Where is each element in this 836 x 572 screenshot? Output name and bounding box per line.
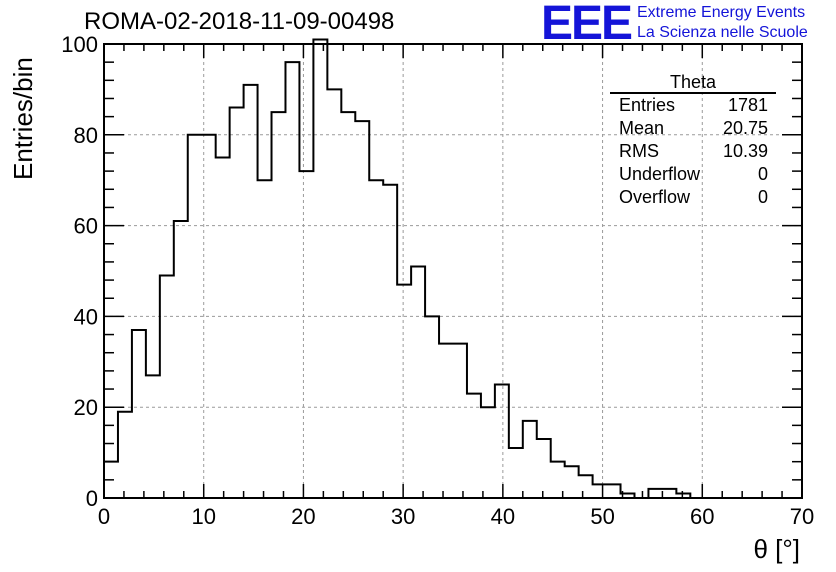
histogram-bin [188, 135, 202, 498]
stats-value: 10.39 [722, 141, 768, 161]
x-tick-label: 20 [291, 504, 315, 529]
stats-value: 0 [757, 187, 768, 207]
logo-caption-line1: Extreme Energy Events [637, 4, 806, 21]
y-tick-label: 60 [74, 214, 98, 239]
histogram-bin [272, 112, 286, 498]
histogram-bin [537, 439, 551, 498]
histogram-bin [565, 466, 579, 498]
histogram-bin [285, 62, 299, 498]
histogram-bin [397, 285, 411, 498]
histogram-bin [132, 330, 146, 498]
logo-caption-line2: La Scienza nelle Scuole [637, 24, 808, 41]
histogram-bin [509, 448, 523, 498]
y-tick-label: 0 [86, 486, 98, 511]
histogram-bin [327, 89, 341, 498]
histogram-bin [467, 394, 481, 498]
stats-row-underflow: Underflow 0 [610, 163, 776, 186]
y-tick-label: 40 [74, 304, 98, 329]
histogram-bin [481, 407, 495, 498]
x-tick-label: 50 [590, 504, 614, 529]
y-tick-label: 100 [61, 32, 98, 57]
histogram-bin [355, 121, 369, 498]
y-tick-label: 20 [74, 395, 98, 420]
histogram-bin [411, 266, 425, 498]
histogram-bin [551, 462, 565, 498]
stats-value: 20.75 [722, 118, 768, 138]
histogram-bin [299, 171, 313, 498]
x-axis-label: θ [°] [753, 534, 800, 564]
histogram-bin [216, 158, 230, 499]
plot-frame [103, 43, 803, 499]
tick-labels: 0 10 20 30 40 50 60 70 0 20 40 60 80 100 [61, 32, 814, 529]
stats-row-overflow: Overflow 0 [610, 186, 776, 209]
histogram-bin [104, 462, 118, 498]
axes [103, 43, 803, 499]
x-tick-label: 70 [790, 504, 814, 529]
x-tick-label: 40 [491, 504, 515, 529]
histogram-bin [313, 39, 327, 498]
x-tick-label: 0 [98, 504, 110, 529]
histogram-bin [579, 475, 593, 498]
stats-label: Underflow [619, 164, 701, 184]
stats-value: 0 [757, 164, 768, 184]
stats-row-rms: RMS 10.39 [610, 140, 776, 163]
histogram-bin [202, 135, 216, 498]
stats-value: 1781 [727, 95, 768, 115]
stats-title: Theta [610, 72, 776, 94]
histogram-bin [607, 484, 621, 498]
histogram-bin [439, 344, 453, 498]
histogram-bin [453, 344, 467, 498]
histogram-bin [174, 221, 188, 498]
histogram-bin [160, 276, 174, 498]
histogram-bin [593, 484, 607, 498]
histogram-bin [662, 489, 676, 498]
x-tick-label: 60 [690, 504, 714, 529]
stats-label: Entries [619, 95, 676, 115]
eee-logo: EEE [541, 0, 633, 50]
histogram-bin [383, 185, 397, 498]
y-axis-label: Entries/bin [8, 57, 38, 180]
histogram-outline [103, 38, 802, 499]
chart-title: ROMA-02-2018-11-09-00498 [84, 8, 395, 35]
histogram-bin [648, 489, 662, 498]
histogram-bin [146, 375, 160, 498]
stats-row-mean: Mean 20.75 [610, 117, 776, 140]
histogram-bin [523, 421, 537, 498]
y-tick-label: 80 [74, 123, 98, 148]
histogram-bin [230, 108, 244, 498]
histogram-bin [244, 85, 258, 498]
histogram-bin [118, 412, 132, 498]
histogram-bin [369, 180, 383, 498]
histogram-bin [425, 316, 439, 498]
stats-box: Theta Entries 1781 Mean 20.75 RMS 10.39 … [610, 72, 776, 209]
stats-label: Overflow [619, 187, 691, 207]
x-tick-label: 30 [391, 504, 415, 529]
stats-row-entries: Entries 1781 [610, 94, 776, 117]
histogram-bin [258, 180, 272, 498]
stats-label: Mean [619, 118, 665, 138]
histogram-bin [341, 112, 355, 498]
stats-label: RMS [619, 141, 659, 161]
x-tick-label: 10 [191, 504, 215, 529]
histogram-bin [495, 385, 509, 499]
